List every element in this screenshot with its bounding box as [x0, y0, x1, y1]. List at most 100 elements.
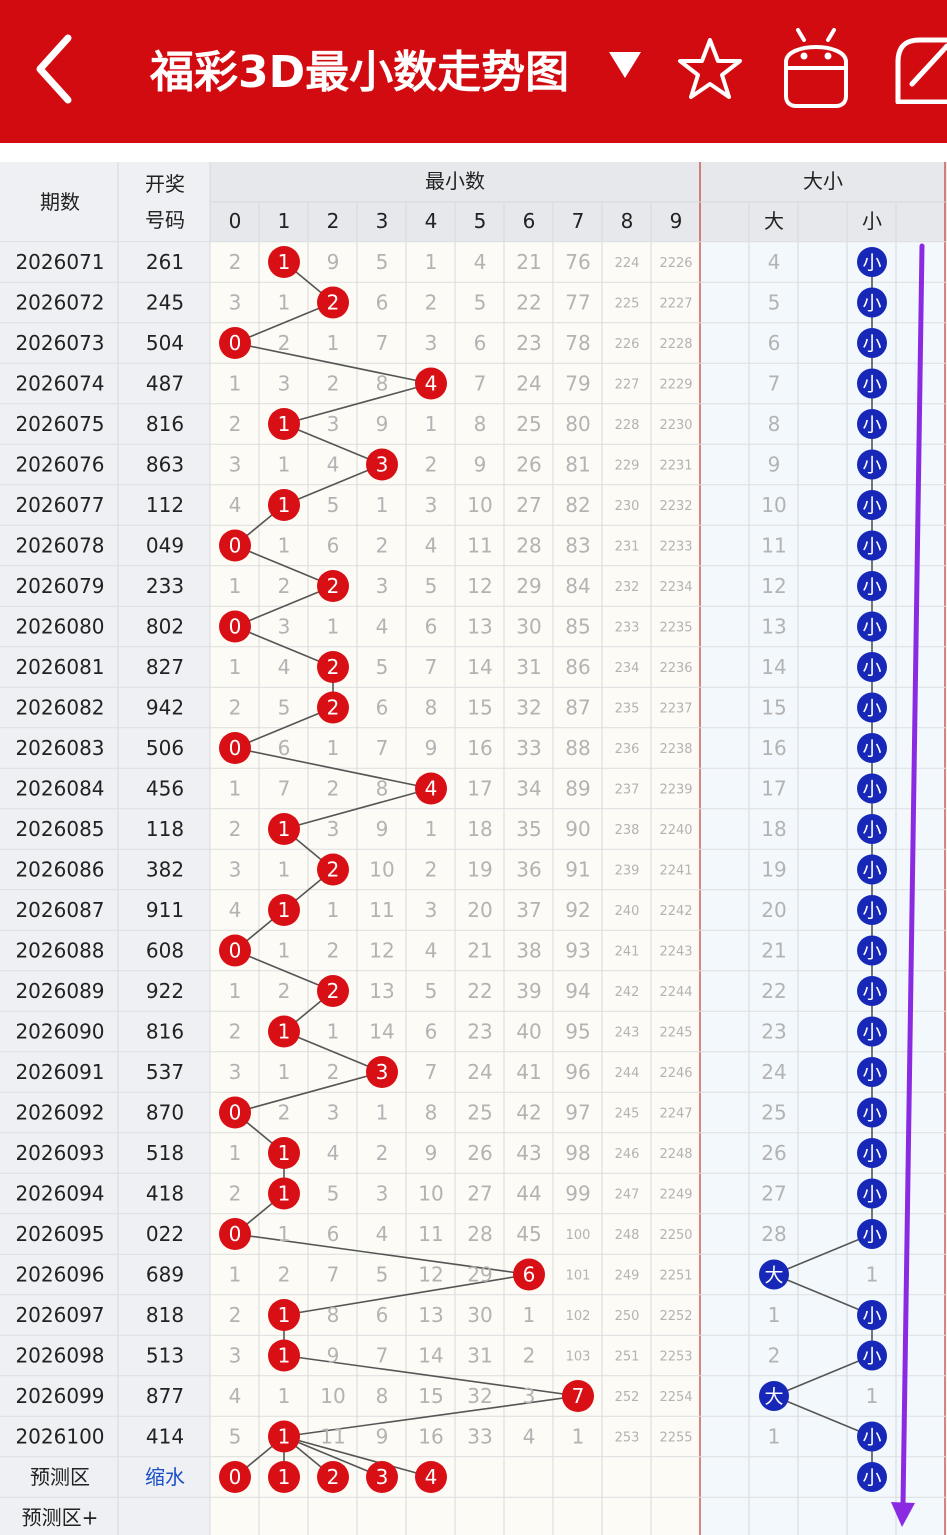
miss-count-cell: 29: [467, 1263, 492, 1287]
period-cell: 2026076: [15, 453, 104, 477]
min-digit-ball: [317, 651, 349, 683]
share-icon[interactable]: [890, 32, 947, 104]
miss-count-cell: 32: [467, 1384, 492, 1408]
min-digit-ball: [268, 1137, 300, 1169]
miss-count-cell: 34: [516, 777, 541, 801]
miss-count-cell: 101: [566, 1269, 591, 1284]
miss-count-cell: 82: [565, 493, 590, 517]
header-digit-5: 5: [474, 209, 487, 233]
size-small-ball-label: 小: [862, 536, 881, 558]
miss-count-cell: 2: [376, 1141, 389, 1165]
predict-size-ball[interactable]: [857, 1462, 887, 1492]
miss-count-cell: 2: [425, 858, 438, 882]
min-digit-ball-label: 7: [572, 1384, 585, 1408]
miss-count-cell: 2248: [659, 1147, 692, 1162]
trend-line: [283, 1354, 579, 1397]
miss-count-cell: 92: [565, 898, 590, 922]
predict-ball[interactable]: [415, 1461, 447, 1493]
predict-ball-label[interactable]: 2: [327, 1465, 340, 1489]
period-cell: 2026100: [15, 1425, 104, 1449]
big-miss-cell: 9: [768, 453, 781, 477]
miss-count-cell: 2250: [659, 1228, 692, 1243]
miss-count-cell: 2232: [659, 499, 692, 514]
miss-count-cell: 2233: [659, 540, 692, 555]
header-digit-4: 4: [425, 209, 438, 233]
big-miss-cell: 6: [768, 331, 781, 355]
period-cell: 2026094: [15, 1182, 104, 1206]
size-big-ball-label: 大: [764, 1386, 783, 1408]
miss-count-cell: 249: [615, 1269, 640, 1284]
scroll-arrow-down-icon[interactable]: [891, 1502, 915, 1527]
draw-number-cell: 689: [146, 1263, 184, 1287]
miss-count-cell: 2: [229, 1303, 242, 1327]
miss-count-cell: 2252: [659, 1309, 692, 1324]
miss-count-cell: 2246: [659, 1066, 692, 1081]
big-miss-cell: 24: [761, 1060, 786, 1084]
miss-count-cell: 3: [229, 291, 242, 315]
min-digit-ball: [317, 570, 349, 602]
predict-ball[interactable]: [366, 1461, 398, 1493]
size-small-ball-label: 小: [862, 374, 881, 396]
draw-number-cell: 818: [146, 1303, 184, 1327]
miss-count-cell: 2: [327, 939, 340, 963]
trend-line: [234, 625, 334, 668]
big-miss-cell: 20: [761, 898, 786, 922]
big-miss-cell: 25: [761, 1101, 786, 1125]
min-digit-ball: [415, 772, 447, 805]
miss-count-cell: 225: [615, 297, 640, 312]
android-icon[interactable]: [780, 26, 852, 110]
miss-count-cell: 4: [474, 250, 487, 274]
miss-count-cell: 21: [467, 939, 492, 963]
miss-count-cell: 94: [565, 979, 590, 1003]
predict-ball-label[interactable]: 4: [425, 1465, 438, 1489]
miss-count-cell: 77: [565, 291, 590, 315]
star-icon[interactable]: [676, 36, 744, 104]
size-small-ball-label: 小: [862, 333, 881, 355]
size-small-ball: [857, 287, 887, 318]
predict-plus-label[interactable]: 预测区+: [22, 1506, 99, 1530]
miss-count-cell: 79: [565, 372, 590, 396]
miss-count-cell: 20: [467, 898, 492, 922]
predict-ball[interactable]: [219, 1461, 251, 1493]
draw-number-cell: 827: [146, 655, 184, 679]
page-title[interactable]: 福彩3D最小数走势图: [150, 47, 570, 98]
miss-count-cell: 3: [278, 372, 291, 396]
miss-count-cell: 226: [615, 337, 640, 352]
app-header: 福彩3D最小数走势图: [0, 0, 947, 143]
predict-shrink-link[interactable]: 缩水: [145, 1465, 185, 1489]
trend-line: [283, 1395, 579, 1438]
size-small-ball-label: 小: [862, 1062, 881, 1084]
draw-number-cell: 112: [146, 493, 184, 517]
miss-count-cell: 78: [565, 331, 590, 355]
miss-count-cell: 6: [278, 736, 291, 760]
miss-count-cell: 2247: [659, 1107, 692, 1122]
miss-count-cell: 242: [615, 985, 640, 1000]
size-small-ball: [857, 1016, 887, 1047]
size-small-ball: [857, 571, 887, 601]
period-cell: 2026071: [15, 250, 104, 274]
draw-number-cell: 942: [146, 696, 184, 720]
predict-ball-label[interactable]: 1: [278, 1465, 291, 1489]
size-small-ball: [857, 409, 887, 439]
period-cell: 2026082: [15, 696, 104, 720]
scroll-indicator-line[interactable]: [900, 243, 925, 1508]
miss-count-cell: 2237: [659, 702, 692, 717]
back-arrow-icon[interactable]: [34, 34, 74, 104]
predict-ball-label[interactable]: 3: [376, 1465, 389, 1489]
miss-count-cell: 3: [229, 453, 242, 477]
header-min-group: 最小数: [425, 169, 485, 193]
miss-count-cell: 6: [425, 615, 438, 639]
min-digit-ball: [268, 1420, 300, 1453]
predict-ball[interactable]: [268, 1461, 300, 1493]
trend-line: [283, 1273, 530, 1316]
triangle-down-icon[interactable]: [608, 50, 642, 80]
miss-count-cell: 251: [615, 1350, 640, 1365]
predict-ball[interactable]: [317, 1461, 349, 1493]
predict-size-label[interactable]: 小: [862, 1467, 881, 1489]
predict-ball-label[interactable]: 0: [229, 1465, 242, 1489]
miss-count-cell: 31: [516, 655, 541, 679]
miss-count-cell: 2229: [659, 378, 692, 393]
miss-count-cell: 6: [376, 291, 389, 315]
min-digit-ball: [268, 489, 300, 521]
miss-count-cell: 2249: [659, 1188, 692, 1203]
